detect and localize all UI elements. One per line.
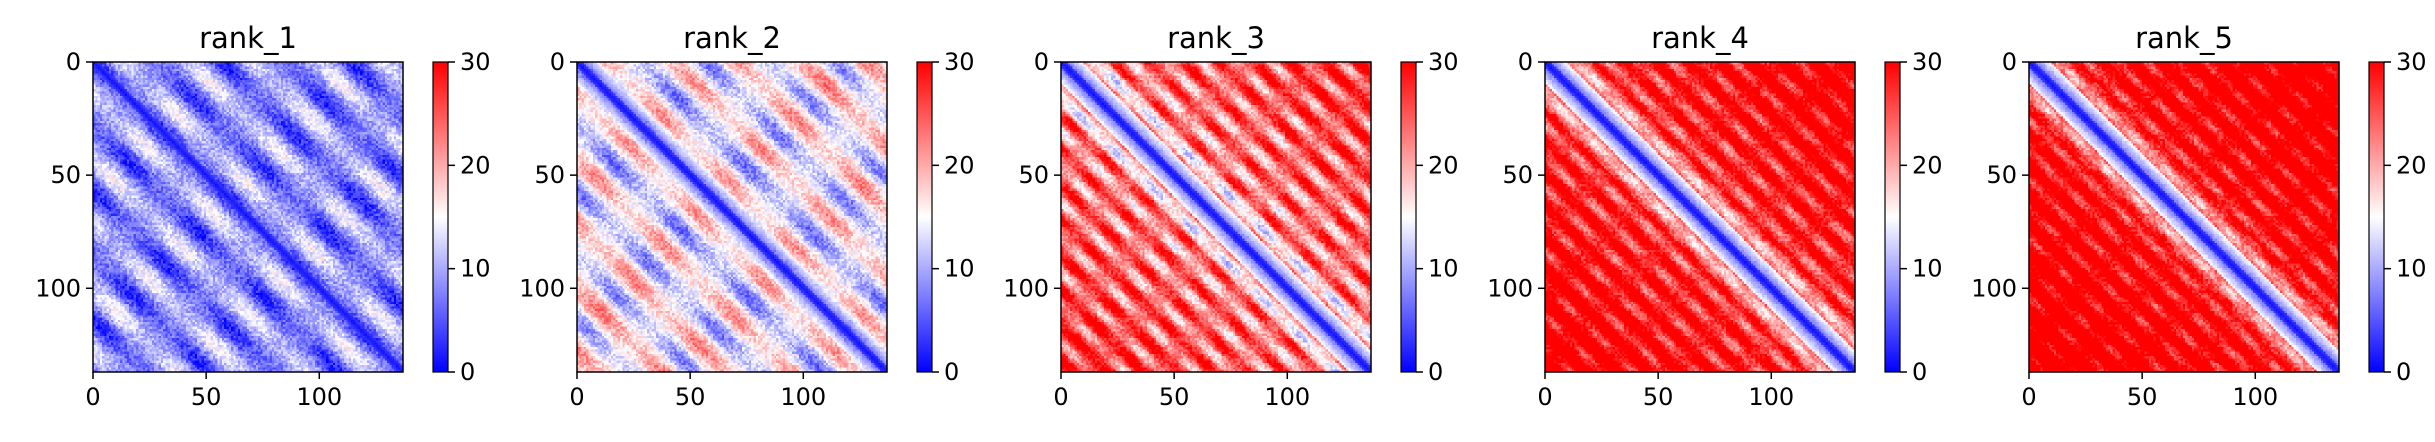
x-tick-label: 0 bbox=[2021, 383, 2036, 411]
colorbar bbox=[2368, 61, 2385, 373]
x-tick-label: 50 bbox=[1643, 383, 1674, 411]
x-tick-label: 50 bbox=[2127, 383, 2158, 411]
plot-frame bbox=[576, 61, 888, 373]
colorbar-tick-label: 30 bbox=[944, 48, 975, 76]
y-tick-label: 50 bbox=[534, 161, 565, 189]
chart-title: rank_1 bbox=[199, 21, 297, 55]
colorbar bbox=[916, 61, 933, 373]
x-tick-label: 100 bbox=[1748, 383, 1794, 411]
y-tick-label: 100 bbox=[35, 274, 81, 302]
x-tick-label: 100 bbox=[296, 383, 342, 411]
colorbar-tick-label: 30 bbox=[1428, 48, 1459, 76]
colorbar-tick-label: 20 bbox=[2396, 151, 2427, 179]
heatmap-panel-4: rank_4 0 50 100 0 50 100 0 10 20 30 bbox=[1487, 21, 1942, 411]
x-tick-label: 50 bbox=[1159, 383, 1190, 411]
x-tick-label: 0 bbox=[1053, 383, 1068, 411]
chart-title: rank_2 bbox=[683, 21, 781, 55]
colorbar-tick-label: 30 bbox=[2396, 48, 2427, 76]
colorbar-tick-label: 10 bbox=[1428, 255, 1459, 283]
colorbar-tick-label: 0 bbox=[1428, 358, 1443, 386]
x-tick-label: 100 bbox=[780, 383, 826, 411]
colorbar bbox=[432, 61, 449, 373]
x-tick-label: 100 bbox=[1264, 383, 1310, 411]
x-tick-label: 0 bbox=[85, 383, 100, 411]
y-tick-label: 50 bbox=[1018, 161, 1049, 189]
x-tick-label: 50 bbox=[191, 383, 222, 411]
colorbar-tick-label: 20 bbox=[944, 151, 975, 179]
x-tick-label: 100 bbox=[2232, 383, 2278, 411]
colorbar-tick-label: 20 bbox=[1912, 151, 1943, 179]
colorbar-tick-label: 10 bbox=[2396, 255, 2427, 283]
x-tick-label: 50 bbox=[675, 383, 706, 411]
heatmap-panel-5: rank_5 0 50 100 0 50 100 0 10 20 30 bbox=[1971, 21, 2426, 411]
y-tick-label: 0 bbox=[66, 48, 81, 76]
colorbar-tick-label: 10 bbox=[460, 255, 491, 283]
plot-frame bbox=[1544, 61, 1856, 373]
y-tick-label: 0 bbox=[1034, 48, 1049, 76]
y-tick-label: 50 bbox=[1986, 161, 2017, 189]
y-tick-label: 50 bbox=[1502, 161, 1533, 189]
plot-frame bbox=[1060, 61, 1372, 373]
colorbar-tick-label: 0 bbox=[944, 358, 959, 386]
plot-frame bbox=[92, 61, 404, 373]
heatmap-image bbox=[1545, 62, 1855, 372]
y-tick-label: 100 bbox=[1003, 274, 1049, 302]
colorbar bbox=[1884, 61, 1901, 373]
colorbar-tick-label: 0 bbox=[460, 358, 475, 386]
y-tick-label: 100 bbox=[1971, 274, 2017, 302]
colorbar-tick-label: 10 bbox=[944, 255, 975, 283]
x-tick-label: 0 bbox=[569, 383, 584, 411]
colorbar-tick-label: 30 bbox=[1912, 48, 1943, 76]
y-tick-label: 0 bbox=[1518, 48, 1533, 76]
y-tick-label: 100 bbox=[519, 274, 565, 302]
heatmap-image bbox=[93, 62, 403, 372]
heatmap-image bbox=[2029, 62, 2339, 372]
heatmap-image bbox=[1061, 62, 1371, 372]
y-tick-label: 50 bbox=[50, 161, 81, 189]
chart-title: rank_3 bbox=[1167, 21, 1265, 55]
colorbar-tick-label: 0 bbox=[2396, 358, 2411, 386]
plot-frame bbox=[2028, 61, 2340, 373]
colorbar-tick-label: 10 bbox=[1912, 255, 1943, 283]
y-tick-label: 100 bbox=[1487, 274, 1533, 302]
chart-title: rank_4 bbox=[1651, 21, 1749, 55]
heatmap-panel-2: rank_2 0 50 100 0 50 100 0 10 20 30 bbox=[519, 21, 974, 411]
x-tick-label: 0 bbox=[1537, 383, 1552, 411]
colorbar-tick-label: 20 bbox=[1428, 151, 1459, 179]
y-tick-label: 0 bbox=[2002, 48, 2017, 76]
heatmap-image bbox=[577, 62, 887, 372]
heatmap-panel-1: rank_1 0 50 100 0 50 100 0 10 20 30 bbox=[35, 21, 490, 411]
chart-title: rank_5 bbox=[2135, 21, 2233, 55]
colorbar-tick-label: 30 bbox=[460, 48, 491, 76]
y-tick-label: 0 bbox=[550, 48, 565, 76]
colorbar bbox=[1400, 61, 1417, 373]
colorbar-tick-label: 0 bbox=[1912, 358, 1927, 386]
heatmap-panel-3: rank_3 0 50 100 0 50 100 0 10 20 30 bbox=[1003, 21, 1458, 411]
colorbar-tick-label: 20 bbox=[460, 151, 491, 179]
